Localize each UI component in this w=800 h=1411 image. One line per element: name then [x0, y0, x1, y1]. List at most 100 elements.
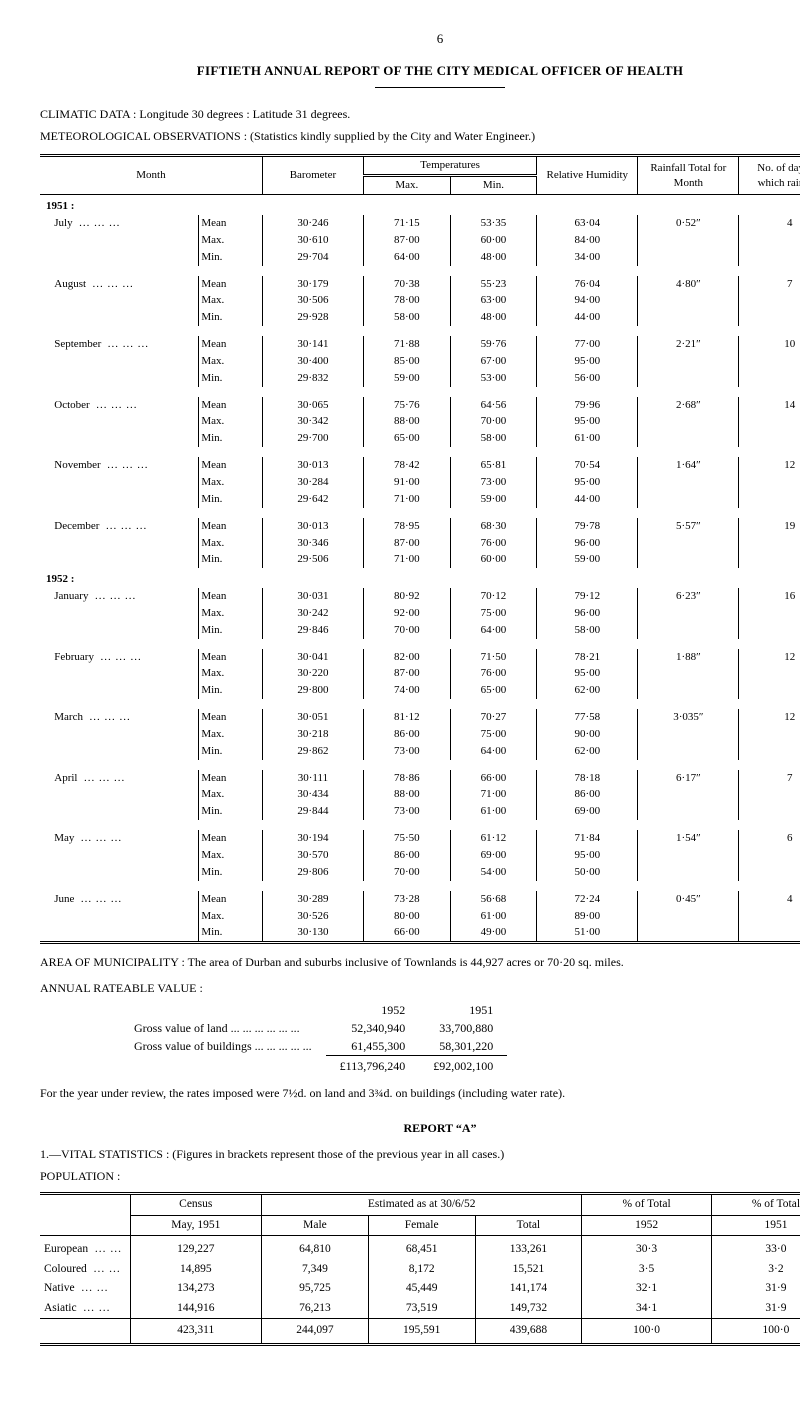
data-cell: 90·00 — [537, 726, 638, 743]
data-cell: 73·00 — [363, 803, 450, 820]
th-temperatures: Temperatures — [363, 156, 536, 176]
data-cell: 30·031 — [262, 588, 363, 605]
title-rule — [375, 87, 505, 88]
stat-label: Mean — [199, 215, 263, 232]
gross-bld-1952: 61,455,300 — [326, 1037, 420, 1056]
data-cell: 51·00 — [537, 924, 638, 942]
year-label: 1951 : — [40, 195, 800, 215]
data-cell: 30·051 — [262, 709, 363, 726]
data-cell: 78·21 — [537, 649, 638, 666]
data-cell: 65·00 — [363, 430, 450, 447]
pop-cell: 76,213 — [262, 1299, 369, 1319]
month-cell: April — [40, 770, 199, 787]
data-cell: 44·00 — [537, 309, 638, 326]
gross-land-label: Gross value of land ... ... ... ... ... … — [120, 1019, 326, 1037]
th-estimated: Estimated as at 30/6/52 — [262, 1194, 582, 1216]
stat-label: Max. — [199, 726, 263, 743]
th-census: Census — [130, 1194, 262, 1216]
data-cell: 64·00 — [363, 249, 450, 266]
data-cell: 78·95 — [363, 518, 450, 535]
data-cell — [638, 786, 739, 803]
data-cell — [739, 370, 800, 387]
data-cell: 62·00 — [537, 743, 638, 760]
data-cell: 64·00 — [450, 743, 537, 760]
pop-category: Native — [40, 1279, 130, 1299]
data-cell: 71·00 — [363, 551, 450, 568]
data-cell — [638, 309, 739, 326]
data-cell: 96·00 — [537, 605, 638, 622]
data-cell: 76·04 — [537, 276, 638, 293]
pop-cell: 31·9 — [711, 1299, 800, 1319]
page-number: 6 — [40, 30, 800, 48]
stat-label: Max. — [199, 786, 263, 803]
pop-category: Coloured — [40, 1260, 130, 1280]
month-cell — [40, 665, 199, 682]
data-cell: 71·00 — [363, 491, 450, 508]
data-cell: 29·862 — [262, 743, 363, 760]
data-cell: 70·54 — [537, 457, 638, 474]
data-cell: 70·00 — [363, 864, 450, 881]
data-cell: 81·12 — [363, 709, 450, 726]
data-cell — [739, 622, 800, 639]
th-pct52-top: % of Total — [582, 1194, 712, 1216]
data-cell: 70·27 — [450, 709, 537, 726]
month-cell — [40, 309, 199, 326]
stat-label: Mean — [199, 457, 263, 474]
data-cell — [638, 353, 739, 370]
stat-label: Mean — [199, 397, 263, 414]
data-cell: 96·00 — [537, 535, 638, 552]
gross-bld-1951: 58,301,220 — [419, 1037, 507, 1056]
th-humidity: Relative Humidity — [537, 156, 638, 195]
stat-label: Max. — [199, 847, 263, 864]
data-cell: 29·928 — [262, 309, 363, 326]
data-cell: 59·00 — [363, 370, 450, 387]
pop-total-cell: 423,311 — [130, 1319, 262, 1345]
pop-cell: 14,895 — [130, 1260, 262, 1280]
data-cell — [638, 682, 739, 699]
year-label: 1952 : — [40, 568, 800, 588]
data-cell: 19 — [739, 518, 800, 535]
data-cell: 64·00 — [450, 622, 537, 639]
pop-total-cell: 195,591 — [368, 1319, 475, 1345]
data-cell: 30·218 — [262, 726, 363, 743]
month-cell — [40, 430, 199, 447]
data-cell: 87·00 — [363, 665, 450, 682]
data-cell: 89·00 — [537, 908, 638, 925]
data-cell: 61·00 — [450, 908, 537, 925]
pop-cell: 32·1 — [582, 1279, 712, 1299]
data-cell: 29·844 — [262, 803, 363, 820]
data-cell: 6·23″ — [638, 588, 739, 605]
data-cell: 30·194 — [262, 830, 363, 847]
pop-category: European — [40, 1236, 130, 1260]
pop-cell: 15,521 — [475, 1260, 582, 1280]
data-cell: 30·013 — [262, 518, 363, 535]
data-cell: 80·00 — [363, 908, 450, 925]
stat-label: Min. — [199, 924, 263, 942]
stat-label: Min. — [199, 803, 263, 820]
data-cell — [739, 430, 800, 447]
month-cell: January — [40, 588, 199, 605]
month-cell — [40, 803, 199, 820]
data-cell: 76·00 — [450, 665, 537, 682]
month-cell — [40, 743, 199, 760]
report-a-heading: REPORT “A” — [40, 1120, 800, 1136]
data-cell: 79·78 — [537, 518, 638, 535]
data-cell: 1·64″ — [638, 457, 739, 474]
data-cell: 30·179 — [262, 276, 363, 293]
th-male: Male — [262, 1215, 369, 1236]
data-cell — [739, 924, 800, 942]
data-cell: 48·00 — [450, 309, 537, 326]
data-cell: 59·00 — [450, 491, 537, 508]
data-cell: 87·00 — [363, 232, 450, 249]
data-cell: 68·30 — [450, 518, 537, 535]
data-cell: 56·00 — [537, 370, 638, 387]
data-cell: 60·00 — [450, 551, 537, 568]
data-cell: 4 — [739, 891, 800, 908]
stat-label: Max. — [199, 292, 263, 309]
data-cell: 69·00 — [537, 803, 638, 820]
stat-label: Max. — [199, 232, 263, 249]
month-cell — [40, 353, 199, 370]
stat-label: Mean — [199, 770, 263, 787]
data-cell: 30·342 — [262, 413, 363, 430]
data-cell: 30·506 — [262, 292, 363, 309]
